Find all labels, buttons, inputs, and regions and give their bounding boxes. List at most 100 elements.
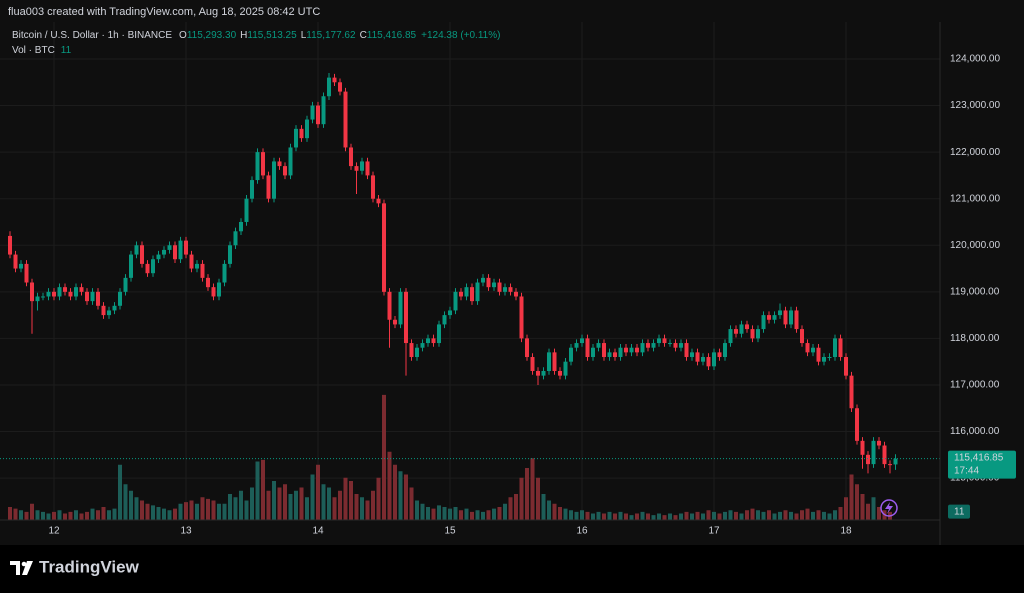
volume-bar [420,503,425,520]
volume-bar [800,510,804,520]
brand: TradingView [39,557,140,576]
candle-body [134,245,139,255]
candle-body [767,315,771,320]
chart-background [0,0,1024,545]
logo-v [22,561,33,575]
legend-key: H [240,30,247,41]
volume-bar [618,511,623,520]
volume-bar [360,497,364,520]
volume-bar [118,464,122,520]
candle-body [585,338,590,358]
volume-bar [596,511,601,520]
volume-bar [101,507,106,520]
volume-bar [728,510,733,520]
candle-body [173,245,177,260]
volume-bar [19,510,23,520]
volume-bar [459,510,463,520]
volume-bar [591,513,595,520]
volume-bar [13,508,18,520]
candle-body [855,408,859,441]
volume-bar [778,511,782,520]
candle-body [750,329,755,339]
icon-bolt[interactable] [885,502,893,514]
volume-bar [657,513,661,520]
candle-body [228,245,232,264]
volume-bar [63,513,67,520]
candle-body [426,338,430,344]
candle-body [651,343,656,348]
candle-body [140,245,144,264]
volume-bar [261,459,265,520]
y-tick-label: 116,000.00 [950,426,1000,437]
candle-body [156,254,161,260]
candle-body [217,282,221,297]
candle-body [354,166,359,171]
volume-legend-line: Vol · BTC 11 [12,45,72,56]
volume-bar [739,513,744,520]
logo-dot [21,561,27,567]
candle-body [838,338,843,358]
candle-body [679,343,683,348]
candle-layer [0,72,940,474]
legend-key: O [179,30,187,41]
volume-bar [321,484,326,520]
icon-ring[interactable] [880,499,898,517]
volume-bar [365,500,370,520]
candle-body [459,291,463,297]
candle-body [882,445,887,465]
volume-legend: 11 [61,45,72,56]
volume-label-box [948,504,970,519]
volume-bar [519,477,524,520]
volume-bar [96,510,100,520]
volume-bar [206,498,210,520]
volume-bar [46,513,51,520]
volume-bar [684,511,689,520]
candle-body [184,240,188,255]
flash-icon[interactable] [880,499,898,517]
volume-bar [107,510,111,520]
candle-body [706,357,711,367]
volume-bar [167,510,172,520]
volume-bar [558,507,562,520]
volume-bar [844,497,848,520]
volume-bar [8,507,12,520]
candle-body [327,77,331,97]
candle-body [8,235,12,255]
volume-bar [404,474,408,520]
volume-bar [30,503,34,520]
candle-body [415,347,419,358]
candle-body [200,263,205,278]
y-tick-label: 123,000.00 [950,100,1000,111]
candle-body [305,119,309,139]
volume-bar [805,508,810,520]
candle-body [101,305,106,316]
candle-body [46,291,51,297]
candle-body [569,347,573,362]
x-tick-label: 13 [180,526,192,537]
volume-bar [525,468,529,520]
candle-body [239,221,243,232]
candle-body [640,343,645,353]
volume-bar [189,500,194,520]
legend-value: 115,513.25 [247,30,297,41]
volume-bar [294,490,298,520]
candle-body [684,343,689,358]
candle-body [211,287,216,297]
volume-bar [162,508,166,520]
candle-body [871,440,876,465]
volume-bar [310,474,315,520]
candle-body [448,310,452,316]
volume-bar [129,490,133,520]
candle-body [860,440,865,455]
volume-bar [305,497,309,520]
volume-bar [79,513,84,520]
volume-bar [52,511,56,520]
candle-body [734,329,738,334]
candle-body [668,343,672,345]
candle-body [294,128,298,148]
candle-body [547,352,551,371]
candle-body [261,152,265,176]
volume-bar [371,490,375,520]
candle-body [844,357,848,376]
